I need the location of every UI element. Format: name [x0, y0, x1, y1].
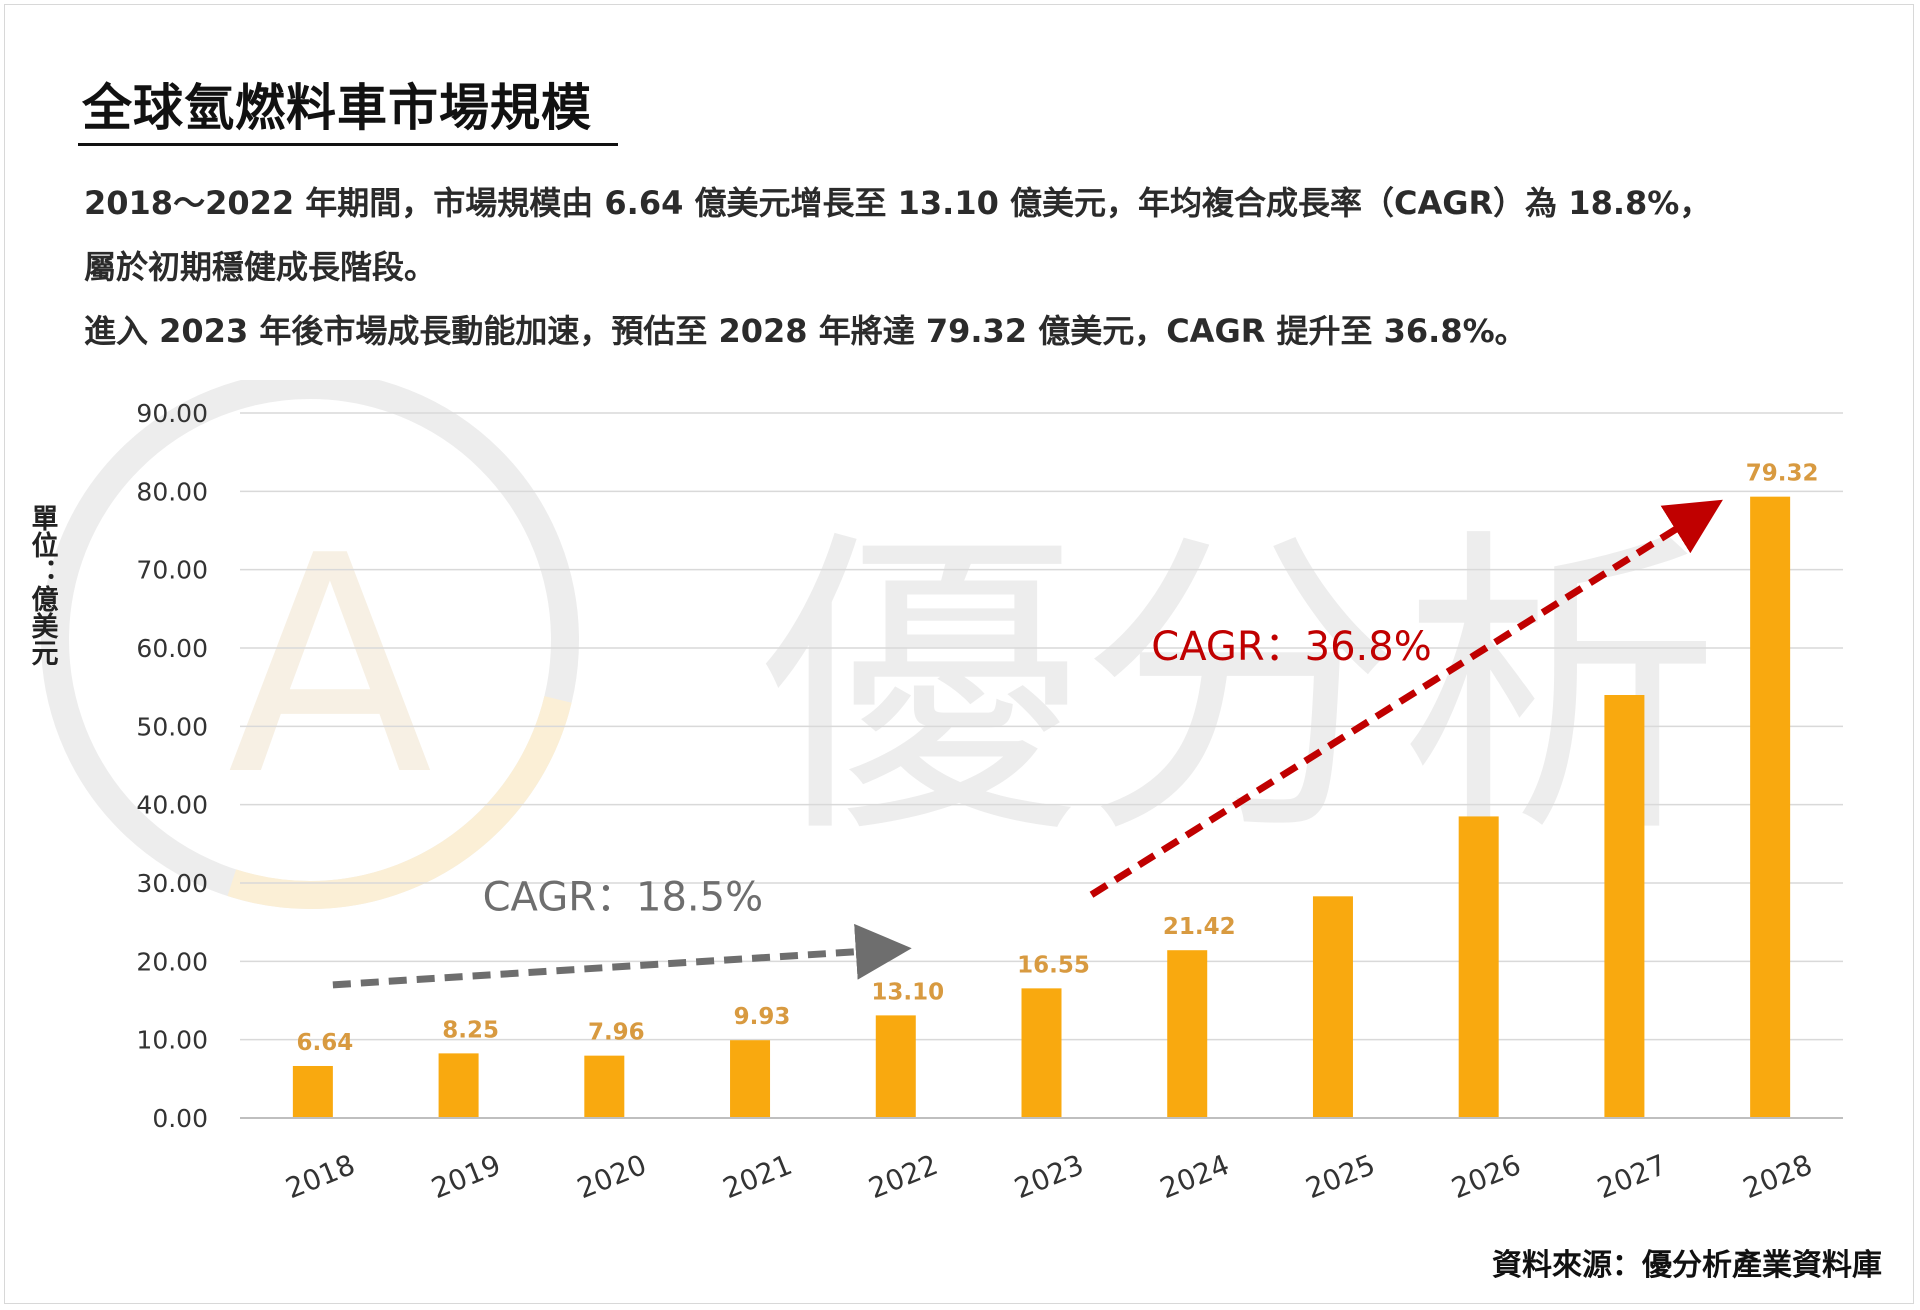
- bar: [730, 1040, 771, 1118]
- description-line-3: 進入 2023 年後市場成長動能加速，預估至 2028 年將達 79.32 億美…: [84, 312, 1527, 350]
- bar: [1312, 896, 1353, 1118]
- y-tick-label: 40.00: [136, 791, 208, 820]
- y-tick-label: 10.00: [136, 1026, 208, 1055]
- cagr-label: CAGR：36.8%: [1151, 624, 1431, 670]
- x-tick-label: 2023: [1010, 1148, 1088, 1205]
- x-tick-label: 2022: [864, 1148, 942, 1205]
- data-label: 6.64: [296, 1030, 353, 1056]
- x-tick-label: 2025: [1301, 1148, 1379, 1205]
- x-tick-label: 2018: [281, 1148, 359, 1205]
- description-line-2: 屬於初期穩健成長階段。: [84, 248, 437, 286]
- watermark-logo-arc: [41, 380, 579, 909]
- x-tick-label: 2027: [1593, 1148, 1671, 1205]
- y-tick-label: 30.00: [136, 869, 208, 898]
- y-tick-label: 80.00: [136, 477, 208, 506]
- bar: [438, 1053, 479, 1118]
- data-label: 79.32: [1746, 461, 1819, 487]
- y-tick-label: 60.00: [136, 634, 208, 663]
- data-label: 16.55: [1017, 952, 1090, 978]
- bar: [1167, 950, 1208, 1118]
- x-tick-label: 2024: [1155, 1148, 1233, 1205]
- data-label: 13.10: [871, 979, 944, 1005]
- page-title: 全球氫燃料車市場規模: [82, 79, 592, 137]
- y-axis-ticks: 0.00 10.00 20.00 30.00 40.00 50.00 60.00 70.00 8…: [136, 399, 208, 1133]
- y-axis-label: 單位：億美元: [27, 504, 59, 666]
- watermark-logo-letter: A: [227, 492, 433, 841]
- bar: [1458, 816, 1499, 1118]
- watermark-text: 優分析: [760, 504, 1720, 876]
- bar: [292, 1065, 333, 1118]
- cagr-arrow: [1089, 499, 1723, 898]
- y-tick-label: 50.00: [136, 712, 208, 741]
- x-tick-label: 2026: [1447, 1148, 1525, 1205]
- y-tick-label: 20.00: [136, 947, 208, 976]
- bar: [1604, 695, 1645, 1118]
- description-line-1: 2018～2022 年期間，市場規模由 6.64 億美元增長至 13.10 億美…: [84, 184, 1712, 222]
- source-note: 資料來源：優分析產業資料庫: [1492, 1248, 1882, 1283]
- x-tick-label: 2028: [1738, 1148, 1816, 1205]
- watermark: A 優分析: [41, 380, 1720, 909]
- bar: [584, 1055, 625, 1118]
- data-label: 7.96: [588, 1020, 645, 1046]
- x-tick-label: 2020: [573, 1148, 651, 1205]
- title-underline: [78, 143, 618, 146]
- x-axis-ticks: 2018 2019 2020 2021 2022 2023 2024 2025 2026 2027…: [281, 1148, 1817, 1205]
- y-tick-label: 70.00: [136, 556, 208, 585]
- y-tick-label: 90.00: [136, 399, 208, 428]
- cagr-arrow: [332, 923, 912, 989]
- bar: [875, 1015, 916, 1118]
- data-label: 21.42: [1163, 914, 1236, 940]
- bar: [1021, 988, 1062, 1118]
- data-label: 9.93: [734, 1004, 791, 1030]
- y-tick-label: 0.00: [152, 1104, 208, 1133]
- cagr-label: CAGR：18.5%: [483, 874, 763, 920]
- bar: [1750, 496, 1791, 1118]
- x-tick-label: 2021: [718, 1148, 796, 1205]
- bar-chart: A 優分析 0.00 10.00 20.00 30.00 40.00 50.00 60.00…: [27, 380, 1843, 1205]
- data-labels: 6.64 8.25 7.96 9.93 13.10 16.55 21.42 79.32: [296, 461, 1818, 1056]
- cagr-annotations: CAGR：18.5% CAGR：36.8%: [332, 499, 1723, 989]
- bars: [292, 496, 1791, 1118]
- data-label: 8.25: [442, 1017, 499, 1043]
- x-tick-label: 2019: [427, 1148, 505, 1205]
